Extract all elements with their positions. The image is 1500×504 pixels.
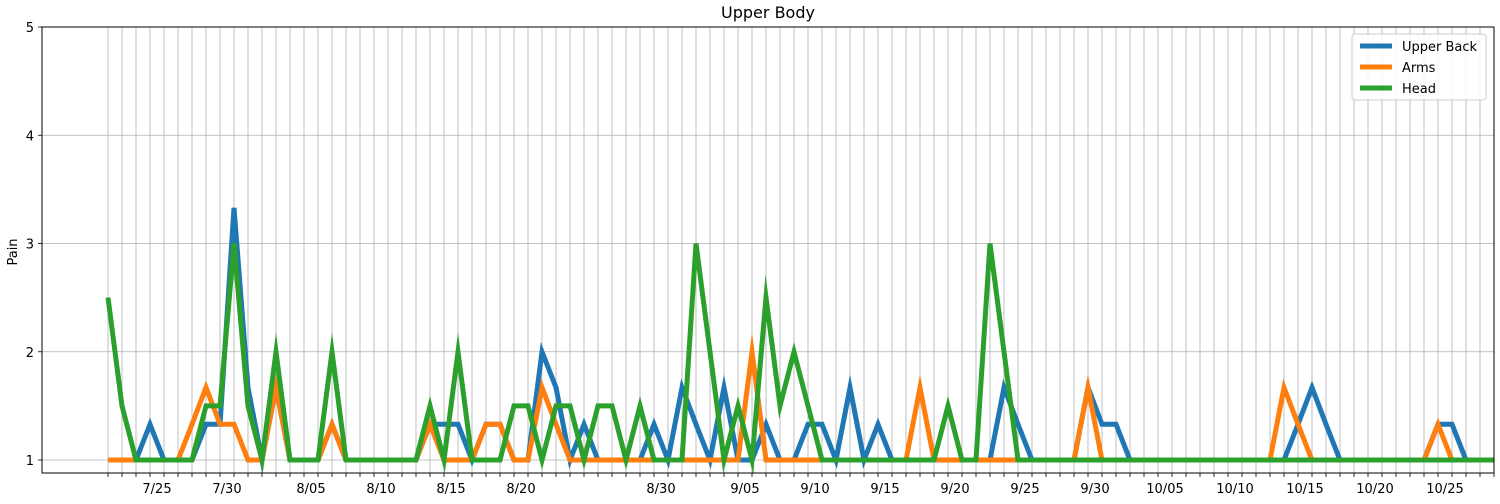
legend-label: Head [1402,82,1436,97]
y-tick-label: 4 [26,129,34,144]
x-tick-label: 10/15 [1286,482,1323,497]
x-tick-label: 9/15 [870,482,899,497]
legend: Upper Back Arms Head [1351,33,1487,101]
axis-ticks: 1 2 3 4 5 7/25 7/30 8/05 8/10 8/15 8/20 8/30 9/05 9/1… [26,21,1495,497]
x-tick-label: 10/25 [1426,482,1463,497]
x-tick-label: 7/30 [212,482,241,497]
y-tick-label: 3 [26,238,34,253]
x-tick-label: 9/30 [1080,482,1109,497]
x-tick-label: 10/10 [1216,482,1253,497]
x-tick-label: 8/20 [506,482,535,497]
y-tick-label: 2 [26,346,34,361]
legend-box [1351,33,1487,101]
x-tick-label: 7/25 [142,482,171,497]
chart-title: Upper Body [721,3,815,22]
y-tick-label: 5 [26,21,34,36]
plot-frame [41,26,1495,474]
series-line-upper-back [108,207,1494,474]
x-tick-label: 9/20 [940,482,969,497]
y-axis-label: Pain [6,238,21,265]
x-tick-label: 8/05 [296,482,325,497]
legend-label: Upper Back [1402,40,1478,55]
series-line-head [105,243,1494,475]
x-tick-label: 8/10 [366,482,395,497]
x-tick-label: 10/05 [1146,482,1183,497]
x-tick-label: 8/15 [436,482,465,497]
x-tick-label: 9/25 [1010,482,1039,497]
x-tick-label: 9/10 [800,482,829,497]
series-lines [105,207,1494,475]
x-tick-label: 9/05 [730,482,759,497]
legend-label: Arms [1402,61,1436,76]
x-tick-label: 10/20 [1356,482,1393,497]
grid [42,26,1495,473]
y-tick-label: 1 [26,454,34,469]
x-tick-label: 8/30 [646,482,675,497]
